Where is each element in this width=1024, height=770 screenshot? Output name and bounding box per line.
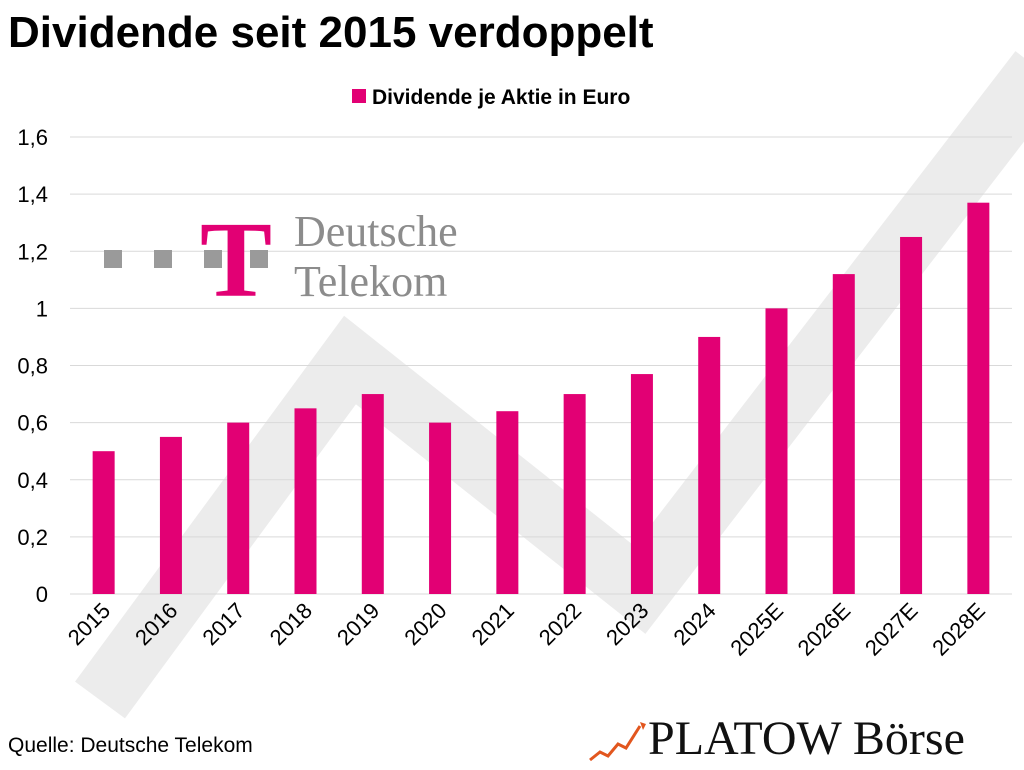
y-tick-label: 0,2 [17,525,48,550]
platow-wordmark: PLATOW Börse [648,712,965,765]
x-tick-label: 2028E [927,598,990,661]
legend-swatch [352,89,366,103]
source-note: Quelle: Deutsche Telekom [8,734,253,757]
y-axis-ticks: 0 0,2 0,4 0,6 0,8 1 1,2 1,4 1,6 [17,125,48,607]
bars [92,202,990,594]
telekom-name-line2: Telekom [294,257,447,306]
telekom-dot [204,250,222,268]
x-tick-label: 2022 [534,598,586,650]
x-tick-label: 2027E [860,598,923,661]
x-tick-label: 2019 [332,598,384,650]
x-tick-label: 2025E [725,598,788,661]
y-tick-label: 0,8 [17,354,48,379]
legend-label: Dividende je Aktie in Euro [372,86,630,109]
bar-2028E [967,202,990,594]
bar-2027E [900,236,923,594]
y-tick-label: 0,6 [17,411,48,436]
bar-2026E [832,274,855,594]
y-tick-label: 0,4 [17,468,48,493]
y-tick-label: 1 [36,296,48,321]
y-tick-label: 1,6 [17,125,48,150]
y-tick-label: 1,2 [17,239,48,264]
telekom-t-mark: T [200,201,272,320]
bar-2018 [294,408,317,594]
platow-logo: PLATOW Börse [588,712,1018,766]
bar-2019 [361,394,384,594]
grid-lines [70,136,1012,538]
x-tick-label: 2024 [668,598,720,650]
x-tick-label: 2020 [399,598,451,650]
bar-2017 [227,422,250,594]
y-tick-label: 0 [36,582,48,607]
bar-2021 [496,411,519,594]
bar-2016 [159,436,182,594]
telekom-dot [104,250,122,268]
x-tick-label: 2026E [793,598,856,661]
bar-2023 [630,374,653,594]
chart-title: Dividende seit 2015 verdoppelt [8,8,654,57]
telekom-dot [250,250,268,268]
x-tick-label: 2018 [265,598,317,650]
telekom-dot [154,250,172,268]
y-tick-label: 1,4 [17,182,48,207]
telekom-name-line1: Deutsche [294,207,458,256]
bar-2025E [765,308,788,594]
legend: Dividende je Aktie in Euro [352,86,630,109]
chart-trend-icon [589,722,646,762]
bar-2020 [429,422,452,594]
bar-2015 [92,451,115,594]
bar-2024 [698,336,721,594]
bar-2022 [563,394,586,594]
telekom-logo: T Deutsche Telekom [104,201,458,320]
x-tick-label: 2021 [467,598,519,650]
